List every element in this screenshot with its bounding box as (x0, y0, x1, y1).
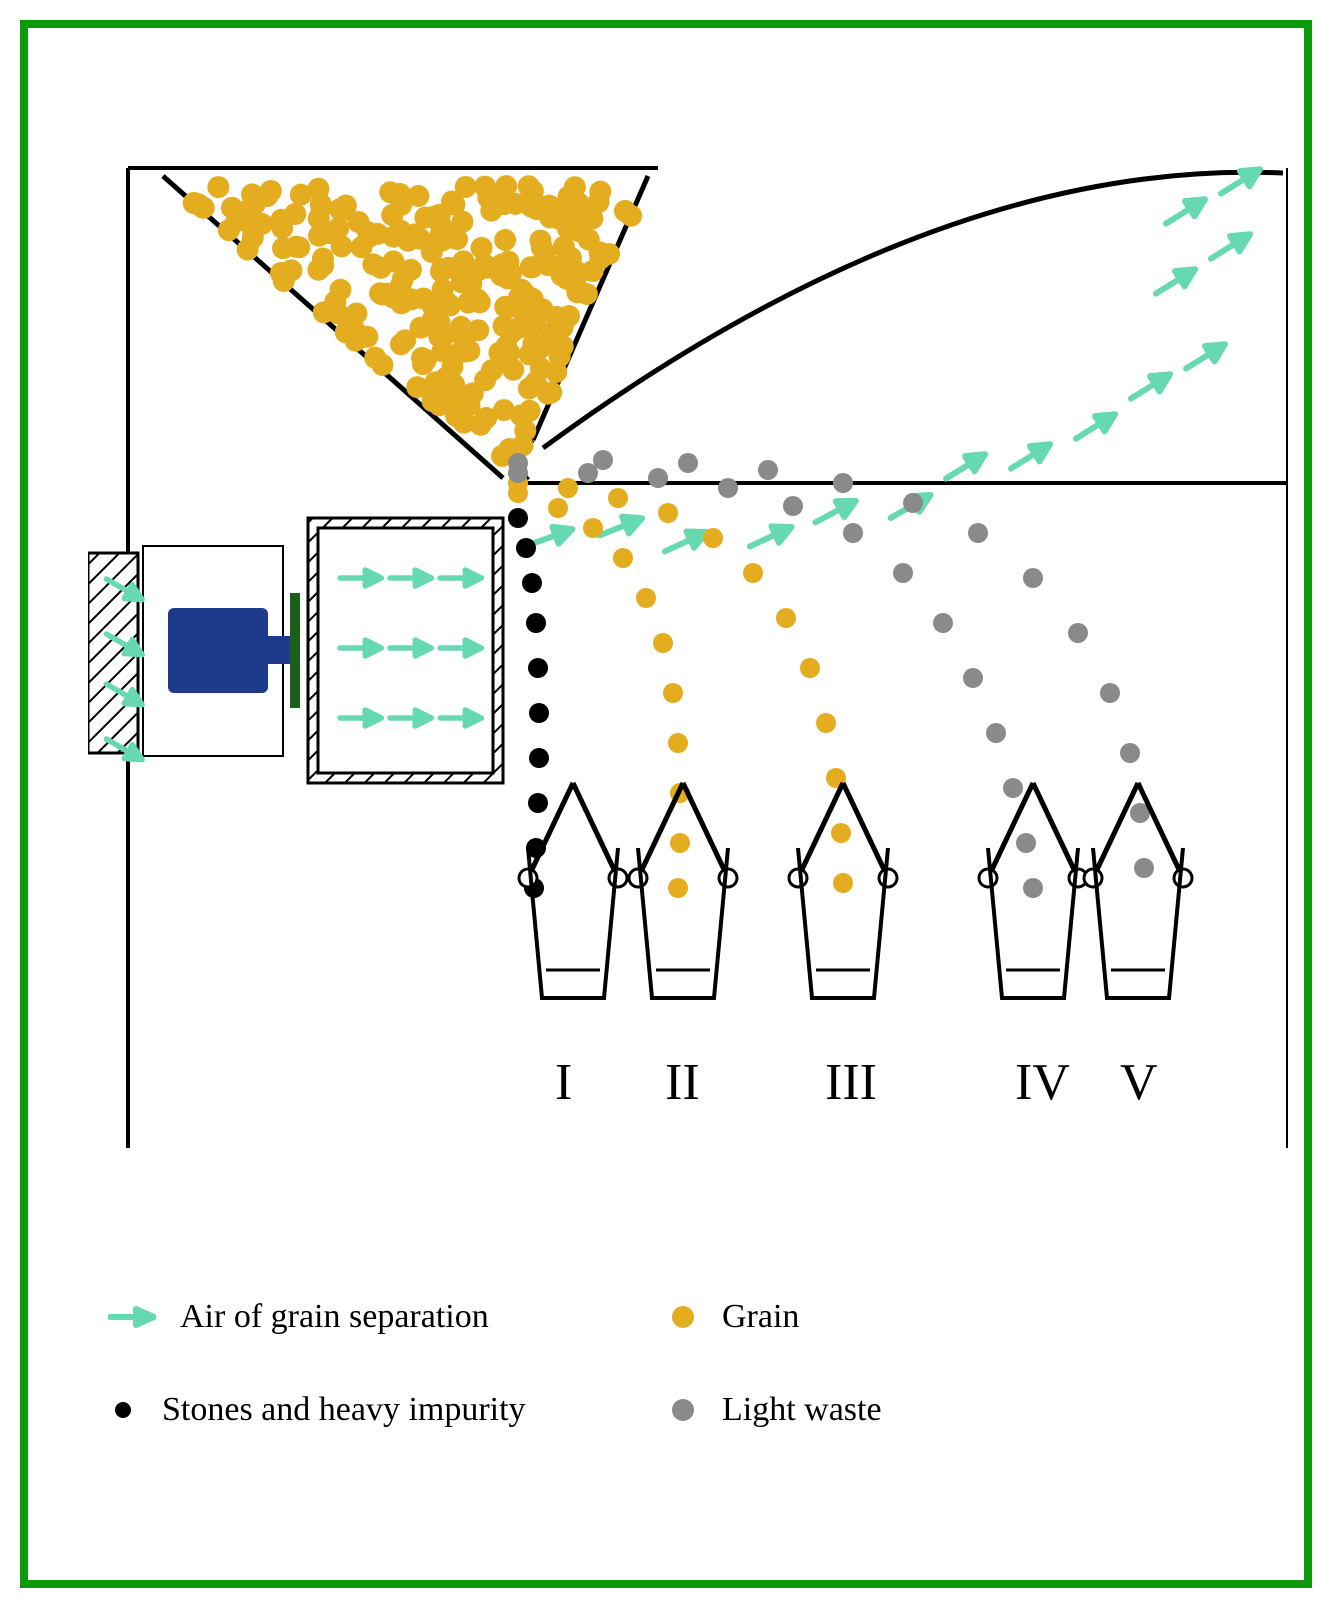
legend: Air of grain separation Grain Stones and… (108, 1298, 1258, 1484)
diagram-canvas: IIIIIIIVV Air of grain separation Grain … (0, 0, 1332, 1608)
legend-light-label: Light waste (722, 1391, 882, 1429)
legend-stone-label: Stones and heavy impurity (162, 1391, 526, 1429)
bin-label: I (555, 1053, 572, 1112)
bin-label: IV (1015, 1053, 1070, 1112)
legend-stone: Stones and heavy impurity (108, 1391, 668, 1429)
legend-light: Light waste (668, 1391, 882, 1429)
outer-border: IIIIIIIVV Air of grain separation Grain … (20, 20, 1312, 1588)
bin-label: III (825, 1053, 877, 1112)
grain-pile (183, 175, 642, 467)
bin-label: V (1120, 1053, 1158, 1112)
legend-grain: Grain (668, 1298, 799, 1336)
legend-air: Air of grain separation (108, 1298, 668, 1336)
grain-separator-diagram: IIIIIIIVV (88, 88, 1288, 1148)
legend-air-label: Air of grain separation (180, 1298, 489, 1336)
legend-grain-label: Grain (722, 1298, 799, 1336)
bin-label: II (665, 1053, 700, 1112)
